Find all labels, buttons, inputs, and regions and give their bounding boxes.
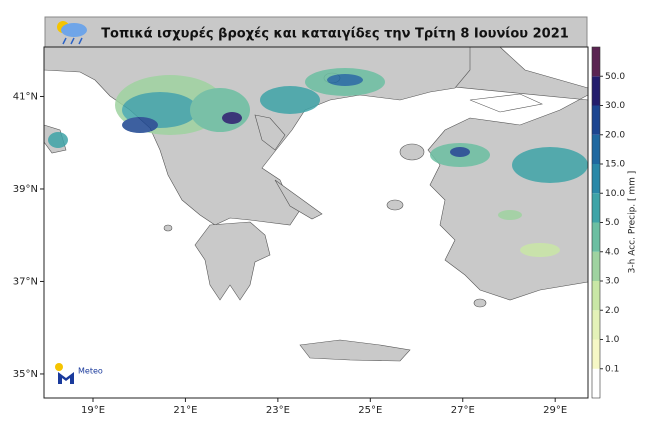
x-tick-label: 25°E <box>358 405 382 416</box>
colorbar-tick-label: 4.0 <box>605 247 620 257</box>
y-tick-label: 37°N <box>13 276 38 287</box>
colorbar-segment <box>592 251 600 281</box>
colorbar: 0.1 1.0 2.0 3.0 4.0 5.0 10.0 15.0 20.0 30.0 50.0 <box>591 46 625 399</box>
colorbar-tick-label: 15.0 <box>605 160 625 170</box>
map-logo: Meteo <box>55 363 103 384</box>
x-tick-label: 29°E <box>543 405 567 416</box>
y-tick-label: 41°N <box>13 91 38 102</box>
colorbar-segment <box>592 105 600 135</box>
title: Τοπικά ισχυρές βροχές και καταιγίδες την… <box>101 27 569 42</box>
colorbar-segment <box>592 339 600 369</box>
colorbar-segment <box>592 222 600 252</box>
x-tick-label: 21°E <box>173 405 197 416</box>
colorbar-tick-label: 3.0 <box>605 277 620 287</box>
colorbar-tick-label: 2.0 <box>605 306 620 316</box>
colorbar-segment <box>592 47 600 77</box>
colorbar-tick-label: 30.0 <box>605 101 625 111</box>
y-tick-label: 39°N <box>13 184 38 195</box>
colorbar-label: 3-h Acc. Precip. [ mm ] <box>628 171 638 274</box>
colorbar-segment <box>592 164 600 194</box>
logo-text: Meteo <box>78 367 103 376</box>
colorbar-segment <box>592 193 600 223</box>
colorbar-tick-label: 0.1 <box>605 364 619 374</box>
colorbar-tick-label: 1.0 <box>605 335 620 345</box>
x-tick-label: 19°E <box>81 405 105 416</box>
x-tick-label: 23°E <box>266 405 290 416</box>
title-icon <box>57 21 87 45</box>
map-area <box>43 46 589 399</box>
colorbar-segment <box>592 76 600 106</box>
colorbar-tick-label: 5.0 <box>605 218 620 228</box>
colorbar-tick-label: 10.0 <box>605 189 625 199</box>
x-tick-label: 27°E <box>451 405 475 416</box>
colorbar-segment <box>592 134 600 164</box>
colorbar-tick-label: 50.0 <box>605 72 625 82</box>
colorbar-segment <box>592 310 600 340</box>
colorbar-segment <box>592 281 600 311</box>
y-tick-label: 35°N <box>13 369 38 380</box>
colorbar-segment <box>592 368 600 398</box>
title-bar <box>44 16 588 48</box>
colorbar-tick-label: 20.0 <box>605 130 625 140</box>
